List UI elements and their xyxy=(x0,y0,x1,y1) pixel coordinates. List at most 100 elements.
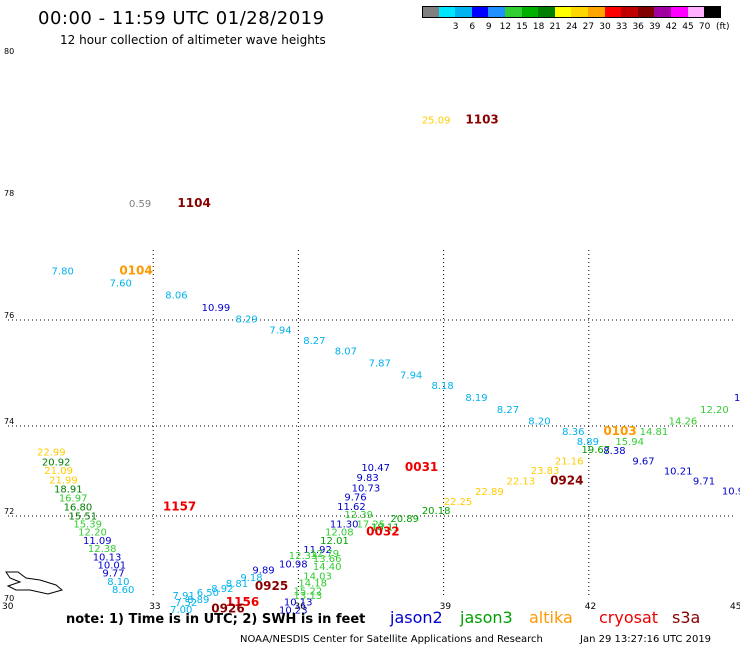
legend-tick-label: 27 xyxy=(582,22,595,32)
latitude-label: 72 xyxy=(4,507,14,516)
wave-height-value: 7.94 xyxy=(269,325,291,336)
wave-height-value: 15.39 xyxy=(73,519,102,530)
pass-time-label: 1157 xyxy=(163,500,196,514)
longitude-label: 42 xyxy=(585,602,596,612)
wave-height-value: 10.13 xyxy=(284,597,313,608)
wave-height-value: 21.16 xyxy=(555,456,584,467)
legend-tick-label: 21 xyxy=(549,22,561,32)
legend-swatch xyxy=(455,6,472,18)
legend-tick-label: 12 xyxy=(499,22,512,32)
longitude-label: 36 xyxy=(294,602,306,612)
wave-height-value: 13.66 xyxy=(313,554,342,565)
wave-height-value: 8.92 xyxy=(211,584,233,595)
wave-height-value: 12.39 xyxy=(344,510,373,521)
wave-height-value: 12.38 xyxy=(88,544,117,555)
legend-swatch xyxy=(554,6,572,18)
wave-height-value: 8.18 xyxy=(432,381,454,392)
wave-height-value: 12.01 xyxy=(320,536,349,547)
wave-height-value: 10.99 xyxy=(202,303,231,314)
wave-height-value: 9.89 xyxy=(252,565,274,576)
pass-time-label: 0032 xyxy=(366,525,399,539)
latitude-label: 76 xyxy=(4,311,14,320)
footer-note: note: 1) Time is in UTC; 2) SWH is in fe… xyxy=(66,612,366,627)
wave-height-value: 8.07 xyxy=(335,346,357,357)
satellite-jason2-label: jason2 xyxy=(390,608,443,627)
legend-tick-label: 70 xyxy=(698,22,711,32)
pass-time-label: 1103 xyxy=(465,112,498,126)
latitude-label: 70 xyxy=(4,594,14,603)
wave-height-value: 8.06 xyxy=(165,291,187,302)
longitude-label: 39 xyxy=(440,602,452,612)
wave-height-value: 8.89 xyxy=(577,437,599,448)
wave-height-value: 10.01 xyxy=(98,560,127,571)
wave-height-value: 7.94 xyxy=(400,370,422,381)
latitude-label: 80 xyxy=(4,47,14,56)
legend-frame xyxy=(422,6,721,18)
wave-height-value: 8.60 xyxy=(112,585,134,596)
wave-height-value: 8.20 xyxy=(528,416,550,427)
pass-time-label: 0031 xyxy=(405,460,438,474)
legend-tick-label: 6 xyxy=(469,22,476,32)
wave-height-value: 7.00 xyxy=(170,605,192,616)
wave-height-value: 9.76 xyxy=(344,492,366,503)
wave-height-value: 15.94 xyxy=(615,437,644,448)
wave-height-value: 9.83 xyxy=(356,473,378,484)
wave-height-value: 8.27 xyxy=(303,336,325,347)
pass-time-label: 1156 xyxy=(226,595,259,609)
wave-height-value: 6.50 xyxy=(197,588,219,599)
legend-swatch xyxy=(687,6,705,18)
wave-height-value: 8.29 xyxy=(235,315,257,326)
wave-height-value: 11.09 xyxy=(83,536,112,547)
wave-height-value: 7.52 xyxy=(175,598,197,609)
page-subtitle: 12 hour collection of altimeter wave hei… xyxy=(60,33,326,47)
wave-height-value: 12.79 xyxy=(311,549,340,560)
wave-height-value: 20.89 xyxy=(390,514,419,525)
wave-height-value: 18.11 xyxy=(371,522,400,533)
wave-height-value: 10.94 xyxy=(722,486,740,497)
legend-tick-label: 3 xyxy=(452,22,459,32)
wave-height-value: 21.99 xyxy=(49,476,78,487)
wave-height-value: 17.25 xyxy=(356,519,385,530)
legend-unit: (ft) xyxy=(716,22,730,32)
legend-swatch xyxy=(588,6,605,18)
wave-height-value: 8.89 xyxy=(187,595,209,606)
legend-swatch xyxy=(438,6,456,18)
wave-height-value: 15.22 xyxy=(294,587,323,598)
legend-swatch xyxy=(654,6,671,18)
legend-swatch xyxy=(571,6,588,18)
legend-swatch xyxy=(704,6,721,18)
wave-height-value: 14.03 xyxy=(303,572,332,583)
legend-tick-label: 30 xyxy=(599,22,611,32)
wave-height-value: 22.99 xyxy=(37,447,66,458)
wave-height-value: 14.40 xyxy=(313,562,342,573)
legend-swatch xyxy=(671,6,688,18)
legend-tick-label: 18 xyxy=(532,22,545,32)
wave-height-value: 22.25 xyxy=(444,497,473,508)
wave-height-value: 20.18 xyxy=(422,506,451,517)
latitude-label: 78 xyxy=(4,189,14,198)
longitude-labels: 30 33 36 39 42 45 xyxy=(2,602,740,612)
pass-time-label: 0924 xyxy=(550,474,583,488)
satellite-altika-label: altika xyxy=(529,608,573,627)
legend-swatch xyxy=(637,6,655,18)
legend-swatch xyxy=(621,6,638,18)
longitude-label: 33 xyxy=(149,602,160,612)
wave-height-value: 9.77 xyxy=(102,569,124,580)
legend-swatch xyxy=(422,6,439,18)
wave-height-value: 13.13 xyxy=(294,591,323,602)
wave-height-value: 0.59 xyxy=(129,199,151,210)
coastline-shape xyxy=(5,571,64,595)
wave-height-value: 9.67 xyxy=(632,456,654,467)
wave-height-value: 12.08 xyxy=(325,528,354,539)
page-title: 00:00 - 11:59 UTC 01/28/2019 xyxy=(38,8,325,29)
latitude-labels: 70 72 74 76 78 80 xyxy=(4,47,14,603)
wave-height-value: 23.83 xyxy=(531,466,560,477)
wave-height-value: 11.30 xyxy=(330,519,359,530)
wave-height-value: 16.80 xyxy=(64,503,93,514)
wave-height-value: 11.92 xyxy=(303,545,332,556)
wave-height-value: 15.51 xyxy=(69,511,98,522)
wave-height-value: 12.20 xyxy=(700,405,729,416)
wave-height-value: 10.21 xyxy=(664,467,693,478)
